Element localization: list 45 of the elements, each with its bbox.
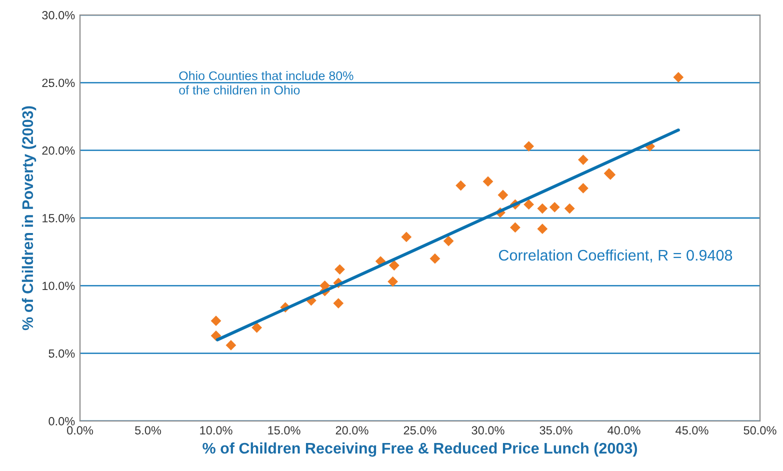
y-tick-label: 0.0%: [48, 417, 75, 426]
x-axis-title: % of Children Receiving Free & Reduced Price Lunch (2003): [202, 442, 638, 457]
annotation: Correlation Coefficient, R = 0.9408: [498, 249, 732, 262]
point: [388, 260, 400, 271]
y-tick-label: 25.0%: [42, 78, 75, 88]
point: [578, 183, 588, 194]
x-tick-label: 35.0%: [540, 426, 572, 435]
x-tick-label: 5.0%: [135, 426, 162, 435]
point: [482, 176, 494, 187]
point: [537, 203, 548, 214]
point: [252, 322, 262, 333]
annotation: Ohio Counties that include 80% of the children in Ohio: [179, 71, 354, 95]
point: [210, 316, 222, 326]
y-tick-label: 10.0%: [42, 282, 75, 290]
y-axis-title: % of Children in Poverty (2003): [22, 106, 36, 330]
x-tick-label: 10.0%: [200, 426, 232, 435]
point: [334, 264, 345, 275]
point: [498, 190, 508, 200]
point: [524, 141, 534, 152]
x-tick-label: 25.0%: [404, 426, 436, 435]
x-tick-label: 30.0%: [472, 426, 504, 435]
y-tick-label: 15.0%: [42, 214, 75, 222]
x-tick-label: 0.0%: [67, 426, 94, 435]
point: [226, 340, 236, 350]
point: [524, 199, 534, 210]
point: [549, 202, 560, 212]
x-tick-label: 20.0%: [336, 426, 368, 435]
point: [401, 232, 412, 242]
x-tick-label: 50.0%: [744, 426, 776, 435]
point: [456, 180, 466, 191]
y-tick-label: 20.0%: [42, 146, 75, 155]
point: [537, 224, 548, 234]
x-tick-label: 15.0%: [268, 426, 300, 435]
point: [510, 222, 520, 233]
x-tick-label: 40.0%: [608, 426, 640, 435]
point: [333, 298, 344, 308]
point: [564, 203, 575, 214]
point: [578, 154, 588, 166]
y-tick-label: 5.0%: [48, 349, 75, 358]
y-tick-label: 30.0%: [42, 11, 75, 20]
point: [673, 72, 684, 82]
point: [443, 236, 454, 246]
point: [430, 253, 440, 264]
x-tick-label: 45.0%: [676, 426, 708, 435]
point: [388, 276, 398, 287]
